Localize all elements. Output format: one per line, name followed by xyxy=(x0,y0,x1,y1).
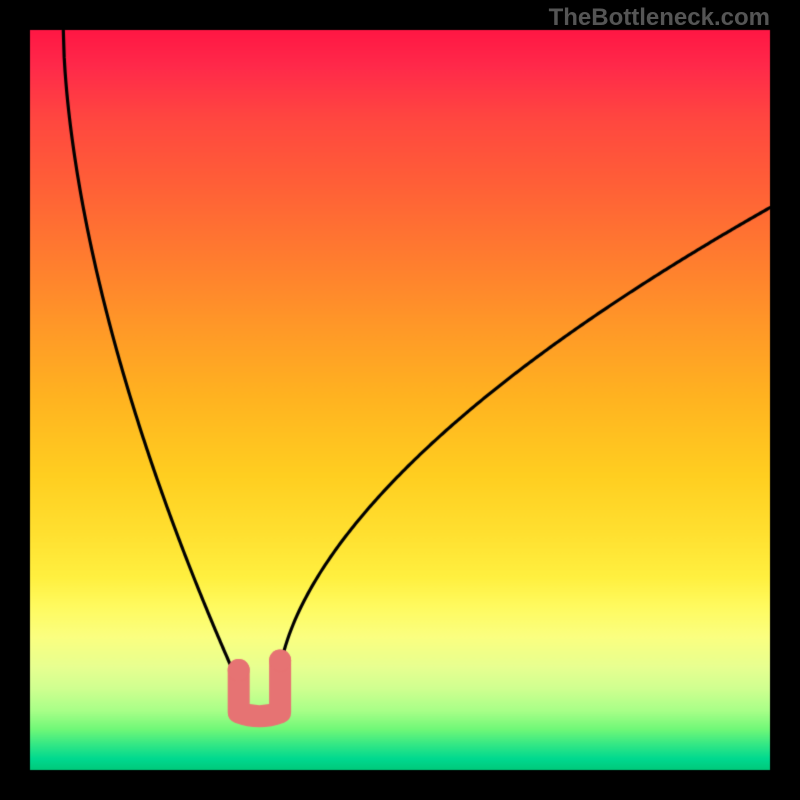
chart-root: TheBottleneck.com xyxy=(0,0,800,800)
bottleneck-curve xyxy=(0,0,800,800)
watermark-text: TheBottleneck.com xyxy=(549,4,770,32)
